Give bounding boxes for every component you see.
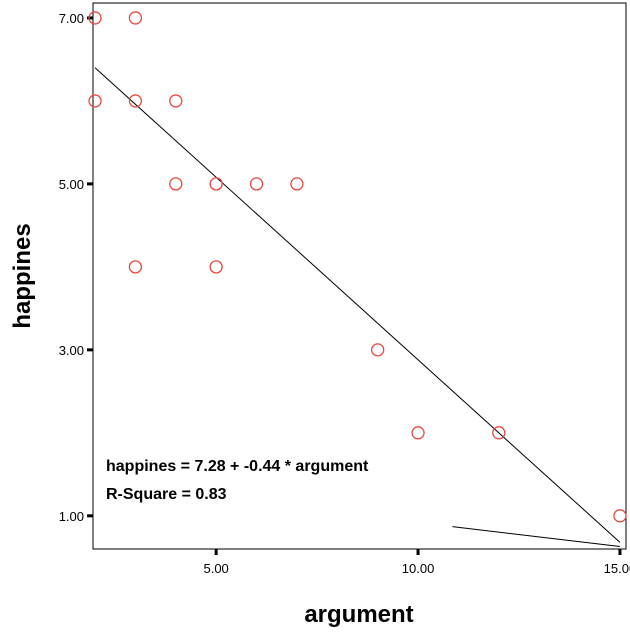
data-point	[128, 94, 143, 108]
data-point	[169, 94, 183, 108]
data-point	[290, 177, 304, 191]
r-square-label: R-Square = 0.83	[106, 486, 227, 503]
x-axis: 5.00 10.00 15.00	[203, 549, 630, 576]
data-point	[613, 509, 627, 523]
data-point	[88, 94, 102, 108]
y-tick-label: 7.00	[59, 11, 84, 26]
regression-line	[94, 67, 621, 543]
data-point	[128, 11, 143, 25]
y-tick-label: 1.00	[59, 509, 84, 524]
x-axis-title: argument	[304, 601, 413, 628]
data-point	[88, 11, 102, 25]
y-axis: 1.00 3.00 5.00 7.00	[59, 11, 93, 524]
data-points	[88, 11, 627, 523]
y-tick-label: 5.00	[59, 177, 84, 192]
data-point	[169, 177, 183, 191]
x-tick-label: 10.00	[402, 561, 435, 576]
data-point	[209, 177, 223, 191]
x-tick-label: 15.00	[604, 561, 630, 576]
y-tick-label: 3.00	[59, 343, 84, 358]
data-point	[249, 177, 264, 191]
y-axis-title: happines	[9, 223, 36, 328]
data-point	[411, 426, 425, 440]
data-point	[492, 426, 506, 440]
x-tick-label: 5.00	[203, 561, 228, 576]
plot-frame	[92, 2, 627, 550]
data-point	[128, 260, 143, 274]
regression-equation: happines = 7.28 + -0.44 * argument	[106, 458, 369, 475]
data-point	[209, 260, 223, 274]
data-point	[371, 343, 385, 357]
fit-line-legend-sample	[452, 526, 621, 548]
